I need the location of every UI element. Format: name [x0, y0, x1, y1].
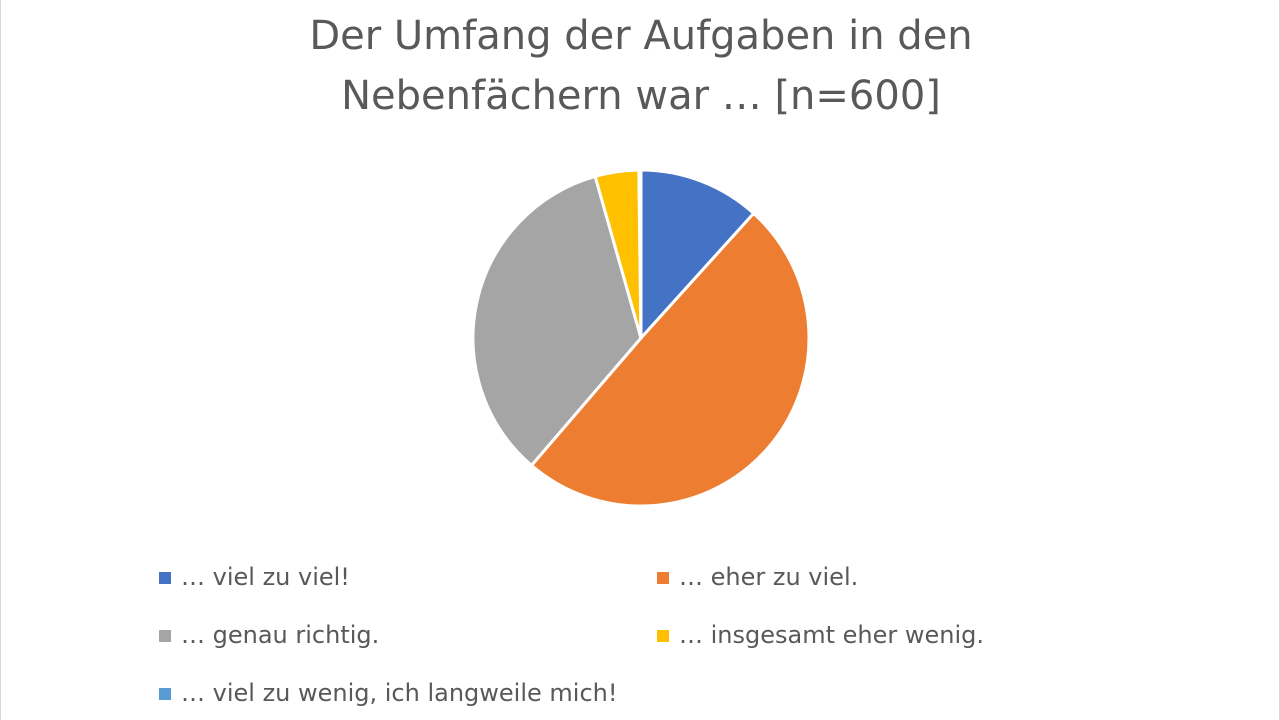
legend-marker — [657, 630, 669, 642]
legend-marker — [159, 688, 171, 700]
legend-label: … viel zu viel! — [181, 563, 350, 591]
pie-slice — [529, 211, 811, 508]
legend-label: … eher zu viel. — [679, 563, 858, 591]
pie-slice — [639, 168, 756, 342]
legend-label: … viel zu wenig, ich langweile mich! — [181, 679, 618, 707]
pie-slice — [471, 174, 643, 468]
chart-title: Der Umfang der Aufgaben in den Nebenfäch… — [309, 13, 973, 119]
legend-marker — [159, 630, 171, 642]
pie-slice — [637, 168, 643, 339]
legend-label: … insgesamt eher wenig. — [679, 621, 984, 649]
legend-marker — [159, 572, 171, 584]
legend-marker — [657, 572, 669, 584]
legend-label: … genau richtig. — [181, 621, 379, 649]
